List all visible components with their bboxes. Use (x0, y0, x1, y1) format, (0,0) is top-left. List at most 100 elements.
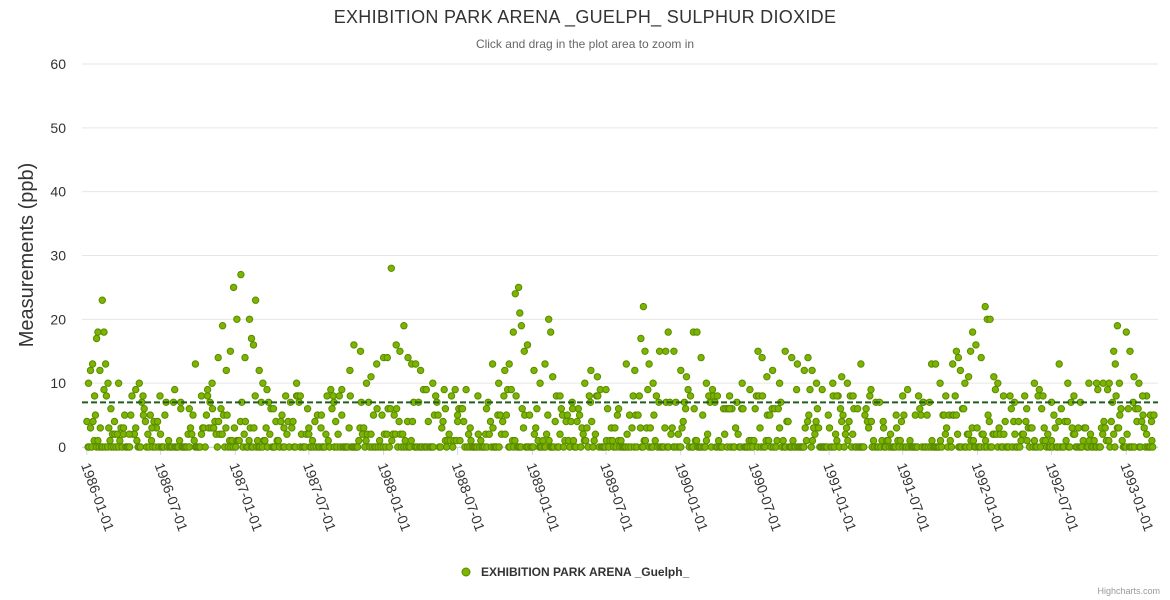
data-point[interactable] (551, 417, 559, 426)
data-point[interactable] (388, 436, 396, 445)
data-point[interactable] (356, 347, 365, 355)
data-point[interactable] (189, 411, 197, 419)
data-point[interactable] (133, 436, 141, 445)
data-point[interactable] (677, 443, 685, 451)
data-point[interactable] (972, 341, 980, 349)
data-point[interactable] (655, 347, 664, 355)
data-point[interactable] (697, 353, 705, 362)
data-point[interactable] (127, 411, 135, 419)
data-point[interactable] (536, 379, 544, 387)
data-point[interactable] (779, 436, 787, 445)
data-point[interactable] (585, 392, 593, 400)
data-point[interactable] (416, 366, 425, 375)
data-point[interactable] (96, 366, 104, 375)
data-point[interactable] (101, 360, 110, 368)
data-point[interactable] (946, 436, 954, 445)
data-point[interactable] (1044, 430, 1052, 438)
data-point[interactable] (825, 424, 834, 432)
data-point[interactable] (1114, 424, 1123, 432)
data-point[interactable] (378, 411, 386, 419)
data-point[interactable] (593, 373, 602, 381)
data-point[interactable] (197, 430, 206, 438)
data-point[interactable] (613, 411, 622, 419)
data-point[interactable] (250, 424, 258, 432)
data-point[interactable] (251, 392, 259, 400)
data-point[interactable] (879, 424, 888, 432)
data-point[interactable] (282, 392, 290, 400)
data-point[interactable] (501, 430, 509, 438)
data-point[interactable] (635, 392, 643, 400)
data-point[interactable] (462, 385, 470, 394)
data-point[interactable] (896, 436, 904, 445)
data-point[interactable] (255, 366, 263, 375)
data-point[interactable] (766, 411, 774, 419)
data-point[interactable] (914, 392, 923, 400)
data-point[interactable] (1030, 379, 1039, 387)
data-point[interactable] (277, 417, 285, 426)
data-point[interactable] (622, 360, 630, 368)
data-point[interactable] (1101, 424, 1109, 432)
data-point[interactable] (649, 379, 657, 387)
data-point[interactable] (568, 405, 577, 413)
data-point[interactable] (590, 436, 598, 445)
data-point[interactable] (813, 405, 822, 413)
data-point[interactable] (210, 424, 218, 432)
data-point[interactable] (731, 424, 740, 432)
data-point[interactable] (840, 443, 848, 451)
data-point[interactable] (233, 315, 241, 323)
data-point[interactable] (808, 366, 816, 375)
data-point[interactable] (1150, 411, 1158, 419)
data-point[interactable] (1112, 392, 1120, 400)
data-point[interactable] (842, 424, 851, 432)
data-point[interactable] (867, 417, 876, 426)
data-point[interactable] (781, 347, 789, 355)
data-point[interactable] (664, 328, 672, 336)
data-point[interactable] (594, 392, 602, 400)
data-point[interactable] (549, 373, 557, 381)
data-point[interactable] (1124, 405, 1133, 413)
data-point[interactable] (203, 392, 212, 400)
data-point[interactable] (1122, 328, 1131, 336)
data-point[interactable] (432, 392, 440, 400)
data-point[interactable] (539, 436, 547, 445)
data-point[interactable] (556, 392, 564, 400)
data-point[interactable] (573, 417, 581, 426)
data-point[interactable] (477, 436, 485, 445)
data-point[interactable] (218, 322, 227, 330)
data-point[interactable] (1030, 436, 1039, 445)
data-point[interactable] (661, 424, 669, 432)
data-point[interactable] (440, 385, 448, 394)
data-point[interactable] (1147, 417, 1156, 426)
data-point[interactable] (1148, 436, 1156, 445)
data-point[interactable] (445, 430, 453, 438)
data-point[interactable] (317, 424, 325, 432)
data-point[interactable] (305, 424, 313, 432)
data-point[interactable] (128, 392, 136, 400)
data-point[interactable] (1079, 436, 1087, 445)
data-point[interactable] (332, 417, 340, 426)
data-point[interactable] (838, 417, 846, 426)
data-point[interactable] (453, 411, 462, 419)
data-point[interactable] (202, 411, 211, 419)
data-point[interactable] (1123, 430, 1131, 438)
data-point[interactable] (805, 411, 813, 419)
data-point[interactable] (113, 430, 122, 438)
data-point[interactable] (628, 424, 636, 432)
data-point[interactable] (329, 392, 337, 400)
data-point[interactable] (91, 411, 100, 419)
data-point[interactable] (754, 347, 762, 355)
data-point[interactable] (253, 436, 262, 445)
data-point[interactable] (1110, 430, 1118, 438)
data-point[interactable] (502, 411, 511, 419)
data-point[interactable] (362, 379, 371, 387)
data-point[interactable] (240, 430, 248, 438)
data-point[interactable] (262, 424, 270, 432)
data-point[interactable] (849, 430, 857, 438)
data-point[interactable] (843, 379, 852, 387)
data-point[interactable] (214, 353, 222, 362)
data-point[interactable] (690, 405, 698, 413)
data-point[interactable] (960, 405, 968, 413)
data-point[interactable] (283, 430, 291, 438)
data-point[interactable] (1020, 392, 1029, 400)
data-point[interactable] (991, 385, 1000, 394)
